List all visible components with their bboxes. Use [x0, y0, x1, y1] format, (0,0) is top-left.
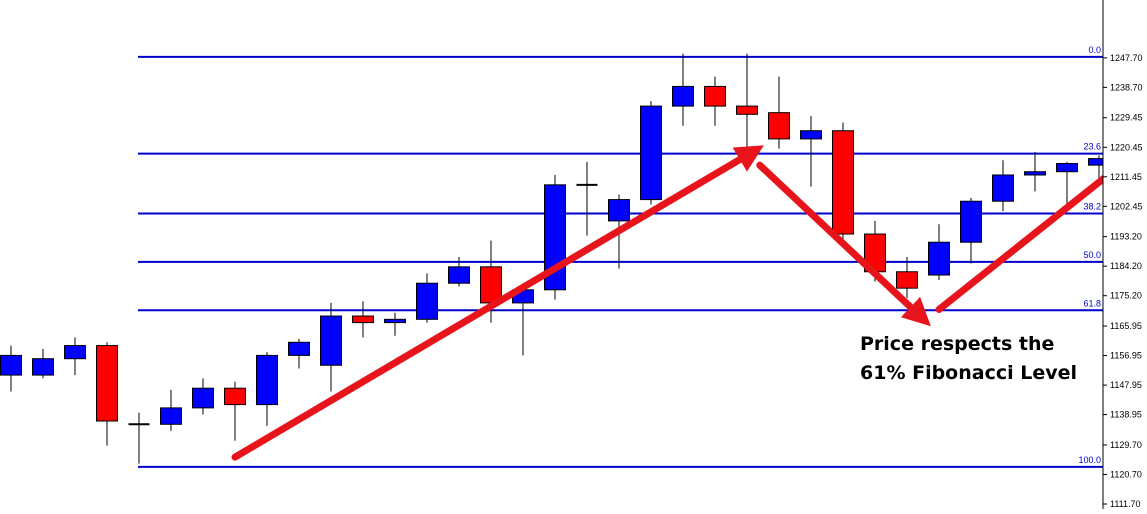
candle	[352, 301, 374, 338]
candle	[576, 161, 598, 236]
candle-body	[736, 105, 758, 115]
candle	[736, 53, 758, 154]
axis-tick-label: 1147.95	[1110, 380, 1142, 390]
candle	[320, 302, 342, 392]
candles	[0, 53, 1110, 464]
candle-body	[352, 315, 374, 324]
axis-tick-label: 1120.70	[1110, 469, 1142, 479]
candle-body	[288, 341, 310, 356]
annotation-text: Price respects the 61% Fibonacci Level	[860, 330, 1100, 388]
axis-tick-label: 1193.20	[1110, 232, 1142, 242]
annotation-line-1: Price respects the	[860, 333, 1055, 355]
axis-tick-label: 1229.45	[1110, 113, 1143, 123]
candle	[704, 76, 726, 126]
candle-body	[992, 174, 1014, 202]
candle	[160, 389, 182, 431]
candle-body	[608, 199, 630, 222]
candle-body	[96, 345, 118, 422]
candle	[224, 381, 246, 441]
fib-level-label: 0.0	[1088, 45, 1101, 55]
candle	[896, 256, 918, 298]
candle-body	[256, 354, 278, 406]
axis-tick-label: 1111.70	[1110, 499, 1141, 509]
fib-level-label: 23.6	[1083, 142, 1101, 152]
candle-body	[192, 387, 214, 409]
axis-background	[1103, 0, 1147, 509]
candle-body	[672, 85, 694, 107]
candle-body	[704, 85, 726, 107]
trend-arrow	[756, 161, 931, 327]
candle-body	[160, 407, 182, 425]
candle	[832, 122, 854, 248]
fib-level-label: 61.8	[1083, 298, 1101, 308]
axis-tick-label: 1247.70	[1110, 53, 1143, 63]
candle	[928, 224, 950, 280]
axis-tick-label: 1129.70	[1110, 440, 1142, 450]
annotation-line-2: 61% Fibonacci Level	[860, 362, 1078, 384]
fib-level-label: 100.0	[1078, 455, 1101, 465]
candle	[512, 286, 534, 356]
axis-tick-label: 1165.95	[1110, 321, 1142, 331]
candle-body	[320, 315, 342, 366]
candle	[96, 342, 118, 446]
candle	[128, 412, 150, 464]
candle-body	[768, 112, 790, 140]
axis-tick-label: 1238.70	[1110, 82, 1143, 92]
candle	[384, 312, 406, 336]
axis-tick-label: 1220.45	[1110, 142, 1143, 152]
axis-tick-label: 1138.95	[1110, 410, 1142, 420]
fibonacci-levels: 0.0 23.6 38.2 50.0 61.8 100.0	[138, 45, 1103, 468]
trend-arrow	[935, 149, 1140, 313]
axis-tick-label: 1211.45	[1110, 172, 1142, 182]
candle	[800, 115, 822, 187]
candle	[64, 337, 86, 376]
candle-body	[1056, 163, 1078, 173]
candle	[32, 348, 54, 379]
candle	[1056, 161, 1078, 205]
axis-tick-label: 1202.45	[1110, 201, 1143, 211]
candle-body	[384, 318, 406, 324]
candle	[448, 256, 470, 287]
candle	[640, 101, 662, 205]
fib-level-label: 38.2	[1083, 202, 1101, 212]
trend-arrow	[231, 145, 764, 461]
candle-body	[832, 130, 854, 235]
candle-body	[1024, 171, 1046, 176]
axis-tick-label: 1156.95	[1110, 351, 1142, 361]
candle-body	[64, 345, 86, 360]
candle-body	[640, 105, 662, 201]
candle	[256, 352, 278, 426]
candle	[672, 53, 694, 126]
candle-body	[800, 130, 822, 140]
candle-body	[896, 271, 918, 289]
candle-body	[448, 266, 470, 284]
candle-body	[0, 354, 22, 376]
candle	[1024, 152, 1046, 192]
candle	[0, 345, 22, 392]
candle	[192, 378, 214, 415]
candle-body	[416, 282, 438, 320]
price-axis: 1247.70 1238.70 1229.45 1220.45 1211.45 1202.…	[1102, 0, 1147, 509]
candle-body	[32, 358, 54, 376]
candle	[768, 76, 790, 149]
candle	[960, 197, 982, 264]
trend-arrows	[231, 145, 1140, 461]
fib-level-label: 50.0	[1083, 250, 1101, 260]
candle-body	[928, 241, 950, 276]
candle	[416, 273, 438, 323]
candle-body	[224, 387, 246, 406]
axis-tick-label: 1184.20	[1110, 261, 1142, 271]
axis-tick-label: 1175.20	[1110, 291, 1142, 301]
candle-body	[480, 266, 502, 304]
candle	[288, 339, 310, 369]
candle	[992, 160, 1014, 212]
candle-body	[960, 200, 982, 243]
candle	[544, 174, 566, 300]
